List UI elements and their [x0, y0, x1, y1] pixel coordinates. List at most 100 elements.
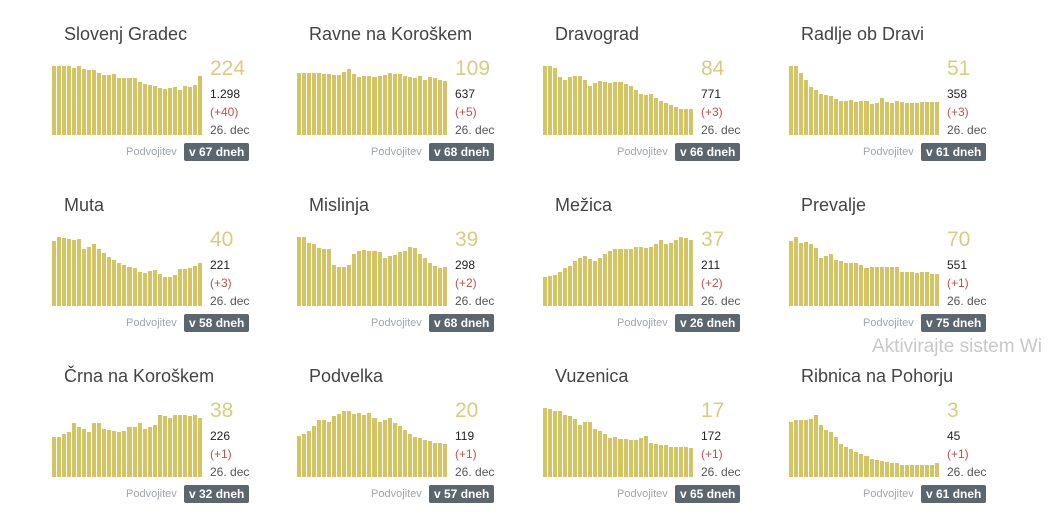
bar — [192, 85, 197, 135]
bar — [884, 266, 889, 306]
bar — [52, 66, 57, 135]
bar — [377, 421, 382, 477]
bar — [844, 262, 849, 306]
bar — [608, 82, 613, 135]
bar — [638, 247, 643, 306]
bar — [884, 101, 889, 135]
bar — [578, 257, 583, 306]
bar — [668, 105, 673, 135]
bar — [598, 81, 603, 135]
municipality-name: Ribnica na Pohorju — [801, 366, 954, 386]
bar — [432, 78, 437, 135]
bar — [67, 432, 72, 477]
cases-bar-chart — [52, 237, 202, 306]
bar — [804, 420, 809, 477]
bar — [814, 90, 819, 135]
bar — [437, 443, 442, 477]
date-label: 26. dec — [210, 123, 250, 137]
doubling-label: Podvojitev — [863, 317, 914, 329]
bar — [162, 277, 167, 306]
bar — [618, 81, 623, 135]
bar — [804, 79, 809, 135]
bar — [909, 272, 914, 306]
doubling-badge: v 67 dneh — [184, 143, 250, 161]
bar — [623, 83, 628, 135]
bar — [197, 75, 202, 135]
bar — [192, 265, 197, 306]
bar — [327, 421, 332, 477]
bar — [142, 83, 147, 135]
municipality-card: Črna na Koroškem 38 226 (+1) 26. dec Pod… — [52, 352, 298, 523]
bar — [127, 78, 132, 135]
municipality-name: Dravograd — [555, 24, 640, 44]
bar — [137, 423, 142, 477]
municipality-name: Črna na Koroškem — [64, 366, 215, 386]
bar — [653, 97, 658, 135]
municipality-name: Podvelka — [309, 366, 384, 386]
bar — [437, 268, 442, 306]
municipality-card: Slovenj Gradec 224 1.298 (+40) 26. dec P… — [52, 10, 298, 181]
doubling-label: Podvojitev — [371, 317, 422, 329]
date-label: 26. dec — [210, 465, 250, 479]
cases-bar-chart — [297, 408, 447, 477]
municipality-card: Radlje ob Dravi 51 358 (+3) 26. dec Podv… — [789, 10, 1035, 181]
bar — [307, 72, 312, 135]
bar — [407, 77, 412, 135]
bar — [904, 464, 909, 477]
bar — [668, 446, 673, 477]
bar — [92, 243, 97, 306]
date-label: 26. dec — [455, 294, 495, 308]
bar — [814, 248, 819, 306]
municipality-card: Ravne na Koroškem 109 637 (+5) 26. dec P… — [297, 10, 543, 181]
bar — [839, 443, 844, 477]
bar — [342, 411, 347, 477]
bar — [317, 420, 322, 477]
bar — [643, 94, 648, 135]
bar — [82, 248, 87, 306]
bar — [122, 78, 127, 135]
bar — [102, 252, 107, 306]
bar — [162, 416, 167, 477]
total-cases: 119 — [455, 429, 475, 443]
daily-change: (+1) — [947, 276, 969, 290]
bar — [919, 101, 924, 135]
bar — [849, 263, 854, 306]
bar — [568, 416, 573, 477]
bar — [197, 417, 202, 477]
bar — [57, 237, 62, 306]
bar — [568, 265, 573, 306]
bar — [844, 446, 849, 477]
doubling-badge: v 57 dneh — [429, 485, 495, 503]
bar — [879, 461, 884, 477]
bar — [132, 268, 137, 306]
daily-change: (+40) — [210, 105, 239, 119]
bar — [628, 249, 633, 306]
doubling-badge: v 61 dneh — [921, 143, 987, 161]
bar — [904, 271, 909, 306]
bar — [824, 256, 829, 306]
bar — [799, 72, 804, 135]
bar — [362, 250, 367, 306]
bar — [127, 266, 132, 306]
date-label: 26. dec — [701, 465, 741, 479]
bar — [929, 273, 934, 306]
bar — [819, 93, 824, 135]
bar — [899, 101, 904, 135]
municipality-card: Mežica 37 211 (+2) 26. dec Podvojitev v … — [543, 181, 789, 352]
bar — [67, 239, 72, 306]
bar — [563, 414, 568, 477]
bar — [819, 425, 824, 477]
bar — [653, 243, 658, 306]
bar — [859, 101, 864, 135]
bar — [167, 277, 172, 306]
bar — [894, 463, 899, 477]
bar — [322, 74, 327, 135]
bar — [137, 81, 142, 135]
bar — [172, 87, 177, 135]
bar — [834, 436, 839, 477]
bar — [82, 68, 87, 135]
bar — [583, 256, 588, 306]
bar — [859, 454, 864, 477]
active-cases: 3 — [947, 399, 959, 422]
bar — [543, 277, 548, 306]
